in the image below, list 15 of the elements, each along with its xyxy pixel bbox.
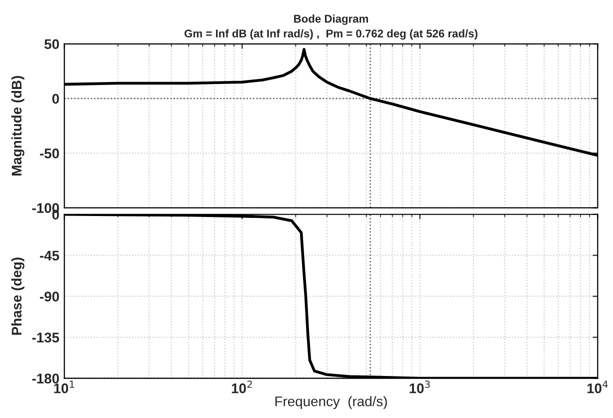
y-axis-title: Magnitude (dB) xyxy=(11,76,24,176)
x-tick-label: 10$^{2}$ xyxy=(232,380,252,394)
y-tick-label: 50 xyxy=(44,39,59,50)
y-tick-label: -180 xyxy=(32,374,59,384)
y-tick-label: 0 xyxy=(52,94,59,104)
x-tick-label: 10$^{4}$ xyxy=(587,380,608,394)
x-tick-label: 10$^{3}$ xyxy=(410,380,430,394)
x-axis-title: Frequency (rad/s) xyxy=(275,396,387,410)
y-tick-label: -45 xyxy=(40,250,60,261)
y-tick-label: -135 xyxy=(32,332,60,342)
y-axis-title: Phase (deg) xyxy=(11,258,24,335)
chart-subtitle: Gm = Inf dB (at Inf rad/s) , Pm = 0.762 deg (at 526 rad/s) xyxy=(184,29,478,40)
y-tick-label: -90 xyxy=(40,292,59,302)
chart-title: Bode Diagram xyxy=(294,14,368,25)
y-tick-label: -50 xyxy=(40,148,59,158)
